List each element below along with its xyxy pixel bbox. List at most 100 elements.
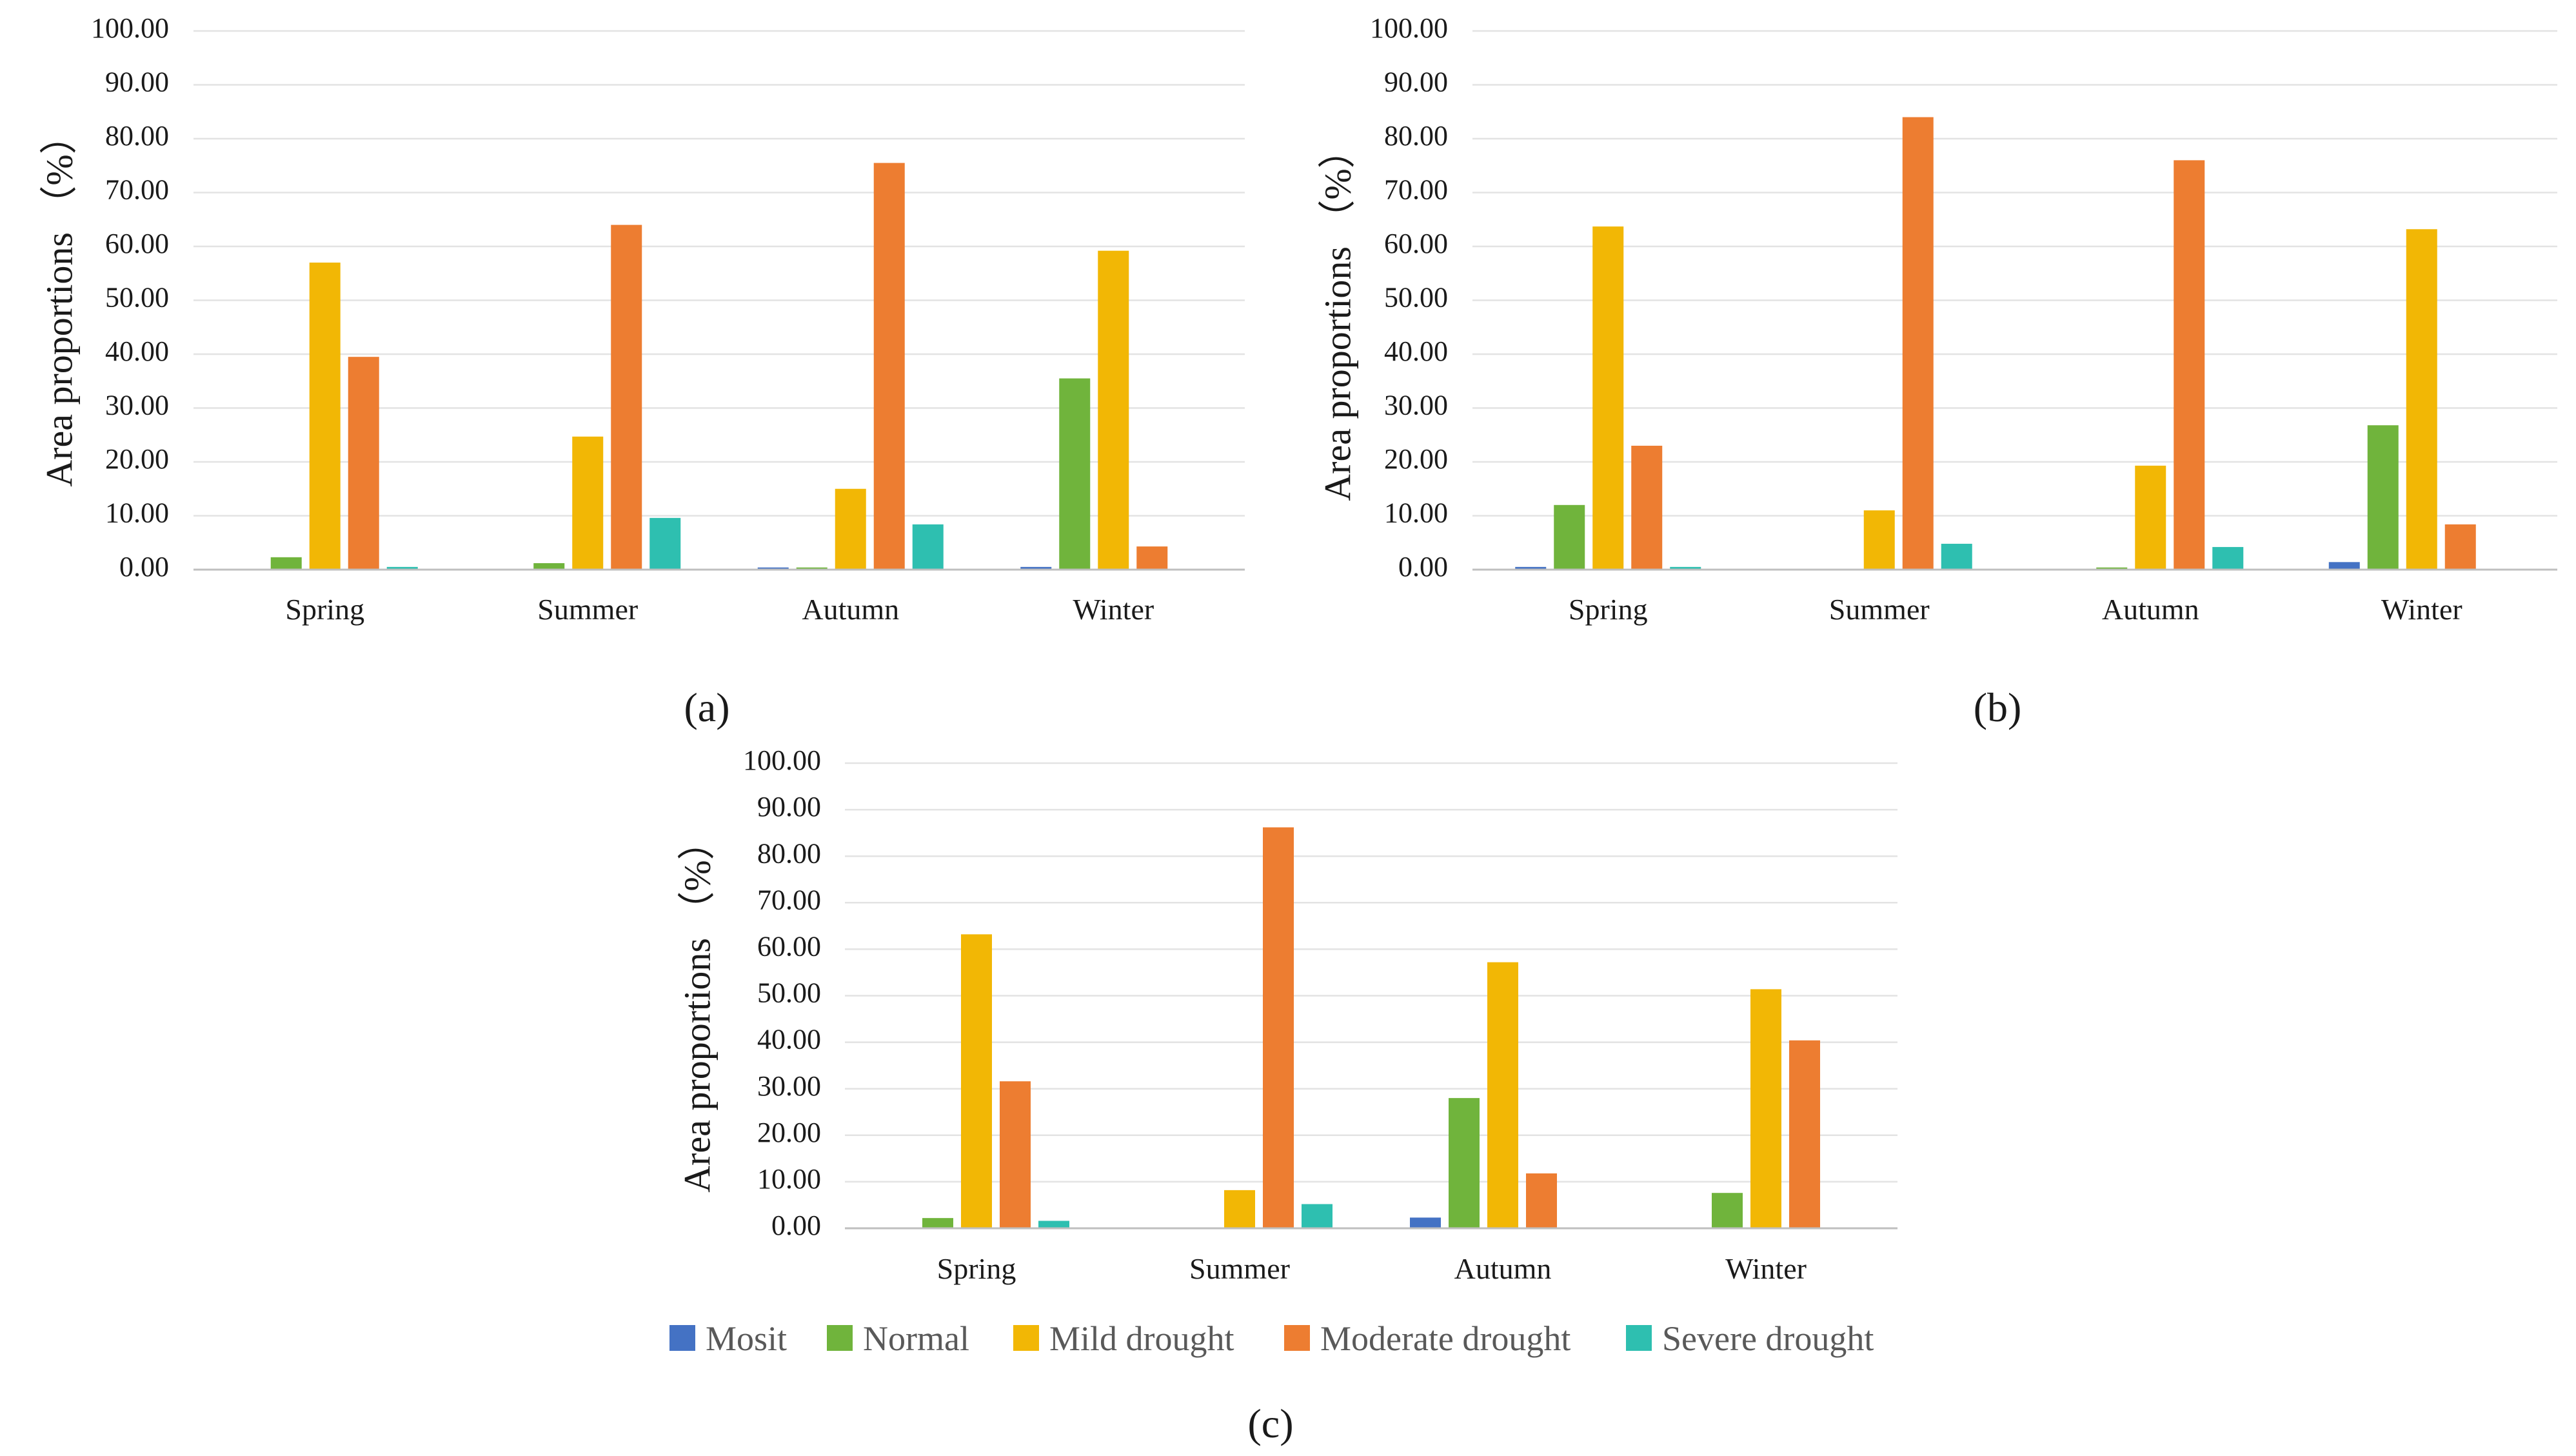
bar-normal-summer [533, 563, 565, 570]
bar-severe-drought-spring [1670, 566, 1701, 570]
y-tick-label: 30.00 [105, 390, 169, 421]
x-category-label: Spring [937, 1252, 1016, 1285]
y-tick-label: 10.00 [757, 1163, 821, 1195]
legend-item-severe-drought: Severe drought [1626, 1319, 1874, 1358]
bar-normal-winter [2367, 425, 2399, 570]
bar-normal-winter [1712, 1193, 1743, 1228]
bar-mosit-autumn [1410, 1217, 1441, 1228]
bar-severe-drought-summer [1941, 543, 1972, 570]
bar-mosit-winter [1020, 566, 1052, 570]
bar-moderate-drought-winter [2444, 524, 2476, 570]
bar-normal-autumn [2096, 567, 2128, 570]
legend-label: Normal [863, 1319, 969, 1358]
legend-swatch [827, 1325, 853, 1351]
y-tick-label: 70.00 [1384, 174, 1448, 206]
y-tick-label: 60.00 [1384, 228, 1448, 259]
legend-item-moderate-drought: Moderate drought [1284, 1319, 1570, 1358]
legend-item-mild-drought: Mild drought [1013, 1319, 1234, 1358]
y-tick-label: 100.00 [743, 744, 821, 776]
y-axis-label: Area proportions （%） [1316, 131, 1358, 501]
bar-normal-spring [922, 1218, 953, 1228]
legend: Mosit Normal Mild drought Moderate droug… [669, 1319, 1874, 1358]
bar-mosit-spring [1515, 566, 1547, 570]
bar-moderate-drought-autumn [1526, 1173, 1557, 1228]
bar-moderate-drought-winter [1789, 1040, 1820, 1228]
y-tick-label: 50.00 [757, 977, 821, 1009]
legend-swatch [1626, 1325, 1652, 1351]
chart-panel-b: Area proportions （%） (b) 0.00 10.00 20.00 3… [1316, 12, 2557, 730]
bar-mild-drought-autumn [2135, 465, 2166, 570]
legend-swatch [669, 1325, 695, 1351]
panel-label: (c) [1247, 1401, 1293, 1446]
y-tick-label: 20.00 [1384, 443, 1448, 475]
bar-mild-drought-spring [1592, 226, 1624, 570]
y-tick-label: 80.00 [105, 120, 169, 152]
bar-moderate-drought-summer [611, 224, 642, 570]
bar-moderate-drought-winter [1136, 546, 1168, 570]
y-tick-label: 100.00 [91, 12, 169, 44]
y-tick-label: 10.00 [1384, 497, 1448, 529]
bar-mosit-autumn [757, 567, 789, 570]
y-tick-label: 50.00 [1384, 282, 1448, 314]
y-tick-label: 70.00 [105, 174, 169, 206]
y-tick-label: 10.00 [105, 497, 169, 529]
bar-mild-drought-autumn [1487, 962, 1518, 1228]
y-tick-label: 20.00 [757, 1117, 821, 1148]
x-category-label: Summer [1829, 593, 1930, 626]
y-axis-label: Area proportions （%） [676, 823, 718, 1192]
y-tick-label: 60.00 [757, 930, 821, 962]
y-tick-label: 0.00 [1398, 551, 1448, 583]
x-category-label: Winter [1073, 593, 1154, 626]
legend-label: Mild drought [1049, 1319, 1234, 1358]
y-tick-label: 90.00 [757, 791, 821, 823]
legend-swatch [1013, 1325, 1039, 1351]
y-tick-label: 90.00 [105, 66, 169, 98]
bar-severe-drought-autumn [912, 524, 944, 570]
bar-mild-drought-spring [961, 934, 992, 1228]
bar-mild-drought-spring [309, 263, 341, 570]
bar-moderate-drought-autumn [873, 163, 905, 570]
y-tick-label: 20.00 [105, 443, 169, 475]
y-tick-label: 0.00 [119, 551, 169, 583]
y-tick-label: 40.00 [105, 335, 169, 367]
legend-label: Moderate drought [1320, 1319, 1570, 1358]
legend-swatch [1284, 1325, 1310, 1351]
bar-mild-drought-winter [1750, 989, 1781, 1228]
bar-moderate-drought-summer [1263, 827, 1294, 1228]
bar-mild-drought-winter [2406, 229, 2437, 570]
bar-moderate-drought-summer [1902, 117, 1934, 570]
bar-mild-drought-winter [1098, 250, 1129, 570]
bar-severe-drought-summer [1302, 1204, 1333, 1228]
bar-normal-spring [270, 557, 302, 570]
x-category-label: Autumn [802, 593, 899, 626]
y-tick-label: 40.00 [757, 1024, 821, 1055]
legend-label: Severe drought [1662, 1319, 1874, 1358]
bar-normal-autumn [796, 567, 827, 570]
bar-severe-drought-summer [649, 517, 681, 570]
bar-normal-winter [1059, 378, 1091, 570]
panel-label: (b) [1974, 684, 2022, 730]
bar-normal-spring [1554, 504, 1585, 570]
chart-panel-a: Area proportions （%） (a) 0.00 10.00 20.00 3… [38, 12, 1245, 730]
legend-item-mosit: Mosit [669, 1319, 787, 1358]
y-tick-label: 90.00 [1384, 66, 1448, 98]
bar-moderate-drought-autumn [2174, 160, 2205, 570]
panel-label: (a) [684, 684, 729, 730]
bar-mild-drought-autumn [835, 488, 866, 570]
x-category-label: Spring [1569, 593, 1648, 626]
y-axis-label: Area proportions （%） [38, 117, 80, 486]
y-tick-label: 40.00 [1384, 335, 1448, 367]
y-tick-label: 80.00 [757, 837, 821, 869]
bar-mild-drought-summer [1224, 1190, 1255, 1228]
bar-normal-autumn [1449, 1098, 1480, 1228]
y-tick-label: 50.00 [105, 282, 169, 314]
legend-item-normal: Normal [827, 1319, 969, 1358]
x-category-label: Autumn [2102, 593, 2199, 626]
bar-mosit-winter [2328, 562, 2360, 570]
y-tick-label: 80.00 [1384, 120, 1448, 152]
bar-moderate-drought-spring [1000, 1081, 1031, 1228]
bar-moderate-drought-spring [348, 357, 379, 570]
x-category-label: Summer [537, 593, 638, 626]
bar-mild-drought-summer [1863, 510, 1895, 570]
